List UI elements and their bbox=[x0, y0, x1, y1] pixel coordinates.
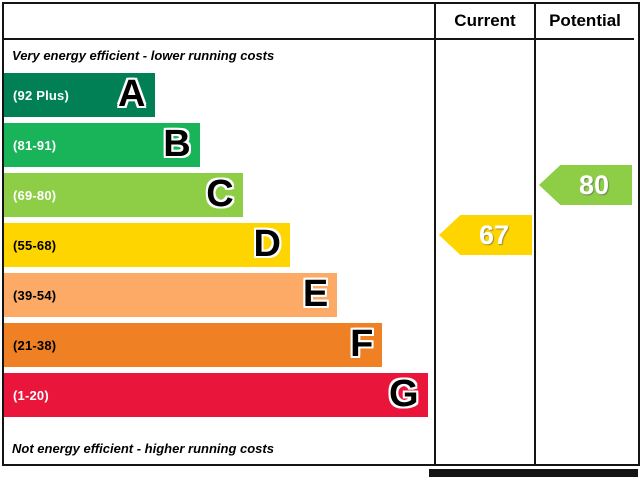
band-row-b: (81-91) B bbox=[4, 120, 434, 170]
current-rating-arrow: 67 bbox=[439, 215, 532, 255]
potential-rating-arrow: 80 bbox=[539, 165, 632, 205]
potential-header-label: Potential bbox=[549, 11, 621, 30]
band-bar-f: (21-38) F bbox=[4, 323, 383, 367]
band-letter: B bbox=[163, 123, 191, 166]
bands-panel: Very energy efficient - lower running co… bbox=[4, 40, 434, 464]
band-letter: F bbox=[350, 323, 374, 366]
band-bar-d: (55-68) D bbox=[4, 223, 290, 267]
band-range-label: (55-68) bbox=[13, 237, 57, 253]
band-range-label: (69-80) bbox=[13, 187, 57, 203]
bottom-note: Not energy efficient - higher running co… bbox=[12, 441, 274, 456]
band-bar-c: (69-80) C bbox=[4, 173, 243, 217]
potential-column: 80 bbox=[534, 40, 634, 464]
band-bar-b: (81-91) B bbox=[4, 123, 200, 167]
band-letter: C bbox=[206, 173, 234, 216]
current-column: 67 bbox=[434, 40, 534, 464]
band-range-label: (81-91) bbox=[13, 137, 57, 153]
cropped-next-section-edge bbox=[429, 469, 638, 477]
current-rating-value: 67 bbox=[478, 219, 510, 250]
band-range-label: (39-54) bbox=[13, 287, 57, 303]
potential-rating-value: 80 bbox=[578, 169, 610, 200]
band-row-d: (55-68) D bbox=[4, 220, 434, 270]
potential-column-header: Potential bbox=[534, 4, 634, 40]
band-letter: D bbox=[253, 223, 281, 266]
band-row-e: (39-54) E bbox=[4, 270, 434, 320]
band-row-g: (1-20) G bbox=[4, 370, 434, 420]
band-range-label: (21-38) bbox=[13, 337, 57, 353]
band-bar-e: (39-54) E bbox=[4, 273, 338, 317]
band-row-f: (21-38) F bbox=[4, 320, 434, 370]
band-rows: (92 Plus) A (81-91) B (69-80) C (55-68) D (39-54… bbox=[4, 70, 434, 420]
band-bar-g: (1-20) G bbox=[4, 373, 428, 417]
energy-efficiency-chart: Current Potential Very energy efficient … bbox=[2, 2, 640, 466]
header-spacer bbox=[4, 4, 434, 40]
band-letter: A bbox=[118, 73, 146, 116]
band-row-a: (92 Plus) A bbox=[4, 70, 434, 120]
band-letter: G bbox=[388, 373, 419, 416]
band-range-label: (1-20) bbox=[13, 387, 49, 403]
top-note: Very energy efficient - lower running co… bbox=[12, 48, 275, 63]
band-range-label: (92 Plus) bbox=[13, 87, 69, 103]
band-letter: E bbox=[302, 273, 329, 316]
band-bar-a: (92 Plus) A bbox=[4, 73, 155, 117]
current-header-label: Current bbox=[454, 11, 516, 30]
current-column-header: Current bbox=[434, 4, 534, 40]
band-row-c: (69-80) C bbox=[4, 170, 434, 220]
